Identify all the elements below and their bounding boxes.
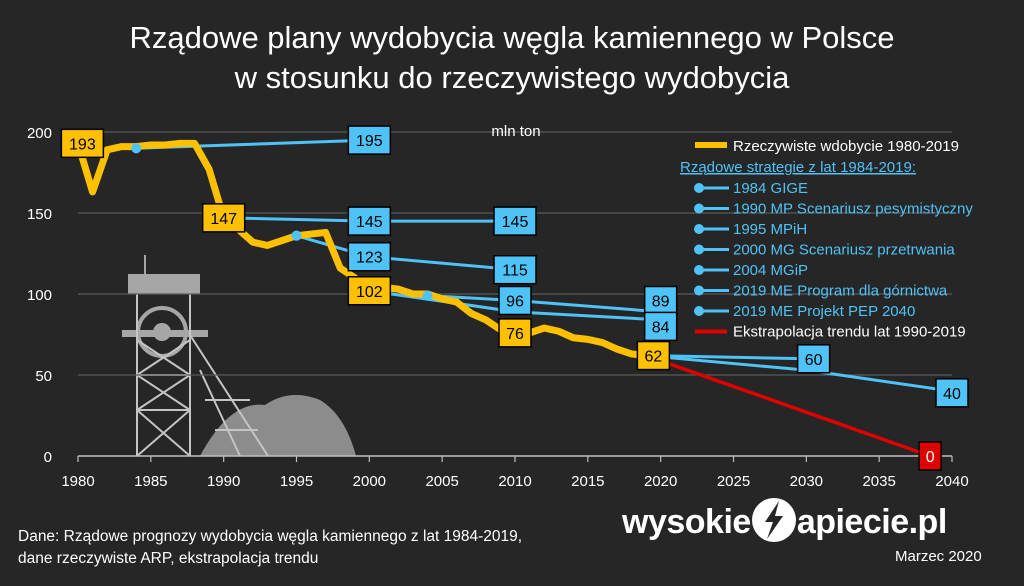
data-label: 62 (644, 349, 662, 366)
y-tick-label: 100 (27, 287, 52, 304)
data-label-box (347, 276, 392, 306)
data-label-box (636, 340, 671, 371)
data-label-box (643, 285, 678, 316)
data-label: 96 (506, 293, 524, 310)
x-tick-label: 2015 (571, 473, 604, 490)
x-tick-label: 2025 (717, 473, 750, 490)
data-source-note: Dane: Rządowe prognozy wydobycia węgla k… (18, 526, 522, 570)
plan-start-point (291, 230, 302, 241)
legend-plan-label: 2000 MG Scenariusz przetrwania (733, 242, 955, 259)
x-tick-label: 1995 (280, 473, 313, 490)
legend-plan-label: 2019 ME Program dla górnictwa (733, 283, 948, 300)
y-tick-label: 0 (44, 449, 52, 466)
data-labels: 193 147 102 76 62 195 145 145 123 115 96 89 84 60 40 0 (60, 125, 969, 471)
x-tick-label: 1990 (207, 473, 240, 490)
logo-text-left: wysokie (622, 503, 751, 541)
plan-start-point (131, 143, 142, 154)
data-source-line2: dane rzeczywiste ARP, ekstrapolacja tren… (18, 550, 319, 567)
data-label: 84 (652, 319, 670, 336)
data-label: 102 (356, 284, 383, 301)
data-label: 89 (652, 293, 670, 310)
data-label: 123 (356, 250, 383, 267)
data-label-box (347, 206, 392, 236)
legend: Rzeczywiste wdobycie 1980-2019 Rządowe st… (680, 138, 973, 341)
data-label-box (918, 441, 942, 471)
data-label-box (935, 378, 969, 408)
y-tick-label: 200 (27, 125, 52, 142)
data-label: 115 (502, 263, 528, 280)
publication-date: Marzec 2020 (895, 548, 982, 565)
data-label-box (498, 318, 532, 348)
legend-plan-label: 1995 MPiH (733, 221, 807, 238)
x-tick-label: 2030 (790, 473, 823, 490)
data-label: 195 (356, 133, 383, 150)
lightning-n-icon (751, 498, 796, 542)
x-tick-label: 1985 (134, 473, 167, 490)
x-tick-label: 2010 (498, 473, 531, 490)
y-tick-label: 150 (27, 206, 52, 223)
plan-line (646, 354, 807, 361)
legend-plans-header: Rządowe strategie z lat 1984-2019: (680, 159, 916, 176)
unit-label: mln ton (491, 123, 540, 140)
legend-trend-label: Ekstrapolacja trendu lat 1990-2019 (733, 324, 966, 341)
legend-plan-label: 1990 MP Scenariusz pesymistyczny (733, 201, 973, 218)
data-label-box (493, 206, 537, 236)
data-label: 145 (356, 214, 383, 231)
x-tick-label: 1980 (61, 473, 94, 490)
x-tick-label: 2040 (935, 473, 968, 490)
chart-title-line1: Rządowe plany wydobycia węgla kamiennego… (129, 20, 895, 55)
logo: wysokie apiecie.pl (622, 498, 947, 542)
data-label: 0 (926, 449, 935, 466)
plan-start-point (422, 290, 433, 301)
axis-tick-labels: 0 50 100 150 200 1980 1985 1990 1995 2000 2005 2010… (27, 125, 969, 490)
data-label-box (201, 203, 246, 233)
x-tick-label: 2005 (425, 473, 458, 490)
x-tick-label: 2000 (353, 473, 386, 490)
x-tick-label: 2020 (644, 473, 677, 490)
mine-shaft-tower-illustration (122, 255, 356, 457)
legend-plan-label: 2004 MGiP (733, 262, 808, 279)
data-label: 60 (805, 352, 823, 369)
chart-title: Rządowe plany wydobycia węgla kamiennego… (0, 18, 1024, 98)
data-label: 40 (943, 386, 961, 403)
trend-line (645, 353, 931, 458)
data-label-box (643, 311, 678, 342)
data-label: 147 (210, 211, 237, 228)
legend-actual-label: Rzeczywiste wdobycie 1980-2019 (733, 138, 959, 155)
legend-plan-label: 1984 GIGE (733, 180, 808, 197)
x-tick-label: 2035 (862, 473, 895, 490)
data-source-line1: Dane: Rządowe prognozy wydobycia węgla k… (18, 528, 523, 545)
data-label-box (347, 241, 392, 272)
legend-plan-label: 2019 ME Projekt PEP 2040 (733, 303, 915, 320)
y-tick-label: 50 (35, 368, 52, 385)
data-label-box (60, 128, 105, 159)
chart-title-line2: w stosunku do rzeczywistego wydobycia (234, 60, 790, 95)
logo-text-right: apiecie.pl (796, 503, 947, 541)
data-label-box (347, 125, 392, 155)
data-label-box (498, 285, 532, 316)
data-label: 193 (69, 136, 96, 153)
data-label: 76 (506, 326, 524, 343)
data-label: 145 (502, 214, 529, 231)
data-label-box (796, 344, 831, 374)
data-label-box (493, 254, 537, 285)
